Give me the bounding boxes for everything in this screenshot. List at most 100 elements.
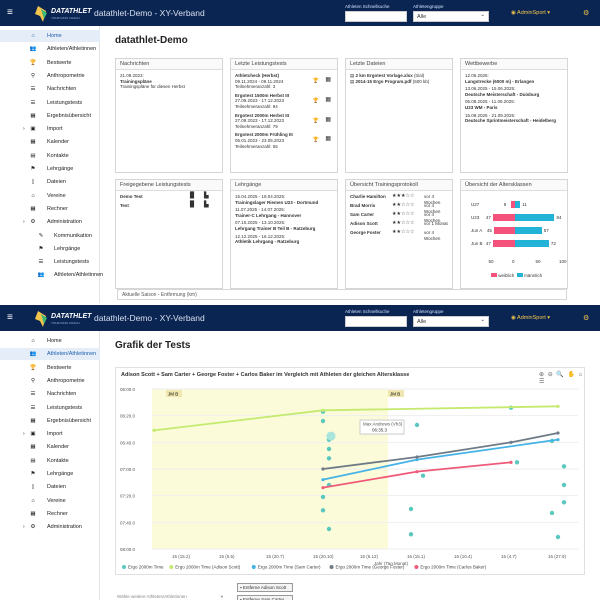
series-point[interactable]: [509, 460, 513, 464]
legend-marker[interactable]: [414, 565, 419, 569]
sidebar-item[interactable]: 👥 Athleten/Athletinnen: [0, 348, 100, 361]
scatter-point[interactable]: [549, 510, 555, 516]
scatter-point[interactable]: [420, 473, 426, 478]
protocol-row[interactable]: Sam Carter ★★☆☆☆ vor 4 Wochen: [350, 211, 448, 222]
female-bar[interactable]: [510, 201, 515, 208]
scatter-point[interactable]: [561, 464, 567, 469]
legend-marker[interactable]: [251, 565, 256, 569]
series-point[interactable]: [152, 428, 156, 432]
table-icon[interactable]: ▦: [325, 116, 331, 123]
gear-icon[interactable]: ⚙: [583, 315, 590, 322]
sidebar-item[interactable]: ▦ Kalender: [0, 441, 100, 453]
table-icon[interactable]: ▦: [325, 96, 331, 103]
sidebar-item[interactable]: › ⚙ Administration: [0, 216, 100, 228]
sidebar-item[interactable]: ▦ Ergebnisübersicht: [0, 415, 100, 427]
menu-icon[interactable]: ≡: [7, 312, 13, 323]
sidebar-item[interactable]: ⚲ Anthropometrie: [0, 70, 100, 82]
series-point[interactable]: [415, 470, 419, 474]
sidebar-item[interactable]: ⚑ Lehrgänge: [0, 163, 100, 175]
series-point[interactable]: [509, 440, 513, 444]
scatter-point[interactable]: [414, 422, 420, 428]
legend-marker[interactable]: [329, 565, 334, 569]
athlete-group-dropdown[interactable]: Alle ⌄: [413, 11, 489, 22]
trophy-icon[interactable]: 🏆: [312, 137, 319, 144]
series-line[interactable]: [322, 432, 559, 470]
sidebar-item[interactable]: ⌂ Home: [0, 30, 100, 42]
sidebar-item[interactable]: ▤ Kontakte: [0, 150, 100, 162]
highlighted-point[interactable]: [326, 431, 336, 441]
sidebar-item[interactable]: ⌂ Home: [0, 335, 100, 347]
course-entry[interactable]: 15.04.2025 - 19.04.2025: Trainingslager R…: [235, 194, 333, 205]
scatter-point[interactable]: [408, 506, 414, 512]
legend-marker[interactable]: [122, 565, 126, 569]
legend-label[interactable]: Ergo 2000m Time (George Foster): [336, 565, 405, 570]
protocol-row[interactable]: Adison Scott ★★☆☆☆ vor 1 Monat: [350, 220, 448, 230]
remove-athlete-button[interactable]: ▪ Entferne Sam Carter: [237, 595, 293, 600]
sidebar-item[interactable]: ▦ Rechner: [0, 508, 100, 520]
legend-label[interactable]: Ergo 2000m Time: [128, 565, 164, 570]
download-icon[interactable]: ▙: [204, 193, 209, 199]
sidebar-item[interactable]: ☰ Nachrichten: [0, 388, 100, 400]
legend-marker[interactable]: [169, 565, 174, 569]
sidebar-item[interactable]: › ⚙ Administration: [0, 521, 100, 533]
test-entry[interactable]: Ergotest 1500m Herbst III 27.09.2023 - 17…: [235, 93, 333, 110]
series-point[interactable]: [415, 458, 419, 462]
sidebar-item[interactable]: ▦ Ergebnisübersicht: [0, 110, 100, 122]
sidebar-item[interactable]: ⌂ Vereine: [0, 495, 100, 507]
sidebar-item[interactable]: ☰ Leistungstests: [0, 97, 100, 109]
sidebar-item[interactable]: ☰ Nachrichten: [0, 83, 100, 95]
legend-male[interactable]: männlich: [514, 273, 542, 278]
scatter-point[interactable]: [555, 534, 561, 540]
competition-entry[interactable]: 12.05.2025: Langstrecke (6000 m) - Erlang…: [465, 73, 563, 84]
athlete-quicksearch-input[interactable]: [345, 11, 407, 22]
sidebar-item[interactable]: 🏆 Bestwerte: [0, 362, 100, 374]
legend-label[interactable]: Ergo 2000m Time (Carlos Baker): [420, 565, 486, 570]
sidebar-item[interactable]: ✎ Kommunikation: [0, 230, 100, 242]
season-distance-bar[interactable]: Aktuelle Saison - Entfernung (km): [117, 289, 567, 300]
female-bar[interactable]: [492, 214, 515, 221]
course-entry[interactable]: 07.10.2025 - 13.10.2025: Lehrgang Trainer…: [235, 220, 333, 231]
course-entry[interactable]: 12.12.2025 - 16.12.2025: Athletik Lehrgan…: [235, 234, 333, 245]
series-point[interactable]: [321, 408, 325, 412]
test-comparison-chart[interactable]: JM B JM B 06:00.0 06:20.0 06:40.0 07:00.0 07:2…: [116, 383, 584, 573]
table-icon[interactable]: ▦: [325, 136, 331, 143]
news-headline[interactable]: Trainingspläne: [120, 78, 152, 84]
sidebar-item[interactable]: ☰ Leistungstests: [0, 402, 100, 414]
series-point[interactable]: [321, 486, 325, 490]
trophy-icon[interactable]: 🏆: [312, 97, 319, 104]
scatter-point[interactable]: [320, 508, 326, 513]
sidebar-item[interactable]: ▯ Dateien: [0, 176, 100, 188]
sidebar-item[interactable]: › ▣ Import: [0, 123, 100, 135]
series-point[interactable]: [321, 478, 325, 482]
legend-female[interactable]: weiblich: [491, 273, 514, 278]
download-icon[interactable]: ▙: [204, 202, 209, 208]
female-bar[interactable]: [493, 227, 515, 234]
competition-entry[interactable]: 05.08.2025 - 11.08.2025: U23 WM - Paris: [465, 99, 563, 110]
sidebar-item[interactable]: ▦ Rechner: [0, 203, 100, 215]
document-icon[interactable]: ▉: [190, 202, 195, 208]
male-bar[interactable]: [515, 240, 549, 247]
scatter-point[interactable]: [408, 532, 414, 537]
sidebar-item[interactable]: › ▣ Import: [0, 428, 100, 440]
sidebar-item[interactable]: ⚑ Lehrgänge: [0, 468, 100, 480]
scatter-point[interactable]: [561, 500, 567, 505]
menu-icon[interactable]: ≡: [7, 7, 13, 18]
scatter-point[interactable]: [326, 456, 332, 461]
sidebar-item[interactable]: 👥 Athleten/Athletinnen: [0, 269, 104, 281]
document-icon[interactable]: ▉: [190, 193, 195, 199]
scatter-point[interactable]: [320, 418, 326, 424]
sidebar-item[interactable]: ▤ Kontakte: [0, 455, 100, 467]
scatter-point[interactable]: [514, 460, 520, 465]
competition-entry[interactable]: 15.09.2025 - 21.09.2025: Deutsche Sprintm…: [465, 113, 563, 124]
sidebar-item[interactable]: ▯ Dateien: [0, 481, 100, 493]
add-athlete-select[interactable]: Wähle weitere Athleten/Athletinnen ▾: [117, 592, 225, 600]
file-entry[interactable]: ▤ 2014-15 Ergo Program.pdf (500 kb): [350, 79, 448, 85]
user-menu[interactable]: ◉ AdminSport ▾: [511, 315, 551, 321]
legend-label[interactable]: Ergo 2000m Time (Adison Scott): [175, 565, 241, 570]
athlete-group-dropdown[interactable]: Alle ⌄: [413, 316, 489, 327]
legend-label[interactable]: Ergo 2000m Time (Sam Carter): [258, 565, 321, 570]
test-entry[interactable]: Athletcheck (Herbst) 09.11.2024 - 09.11.2…: [235, 73, 333, 90]
male-bar[interactable]: [515, 201, 521, 208]
released-test-row[interactable]: Demo Test ▉ ▙: [120, 193, 218, 203]
sidebar-item[interactable]: ☰ Leistungstests: [0, 256, 100, 268]
